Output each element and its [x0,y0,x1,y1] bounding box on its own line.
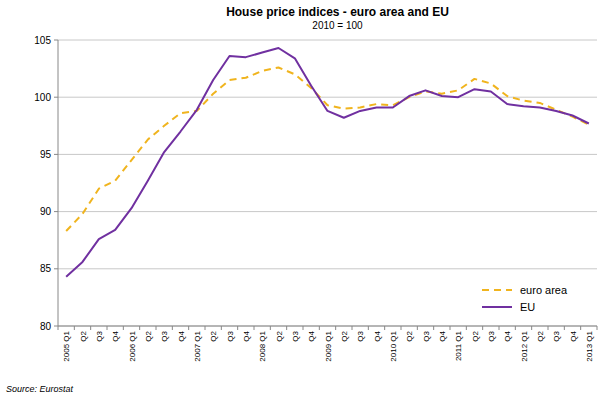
x-tick-label: Q4 [242,330,251,341]
x-tick-label: Q4 [438,330,447,341]
x-tick-label: Q2 [275,330,284,341]
x-tick [417,326,418,330]
x-tick [139,326,140,330]
x-tick-label: Q4 [373,330,382,341]
x-tick-label: 2013 Q1 [585,330,594,361]
x-tick-label: 2012 Q1 [520,330,529,361]
x-tick [499,326,500,330]
source: Source: Eurostat [6,384,74,394]
y-tick [54,268,58,269]
x-tick [107,326,108,330]
y-tick-label: 100 [34,92,51,103]
x-tick [515,326,516,330]
x-tick-label: Q4 [177,330,186,341]
title: House price indices - euro area and EU [226,5,449,19]
series-line [66,48,589,277]
x-tick [237,326,238,330]
x-tick-label: 2011 Q1 [454,330,463,361]
x-tick [205,326,206,330]
x-tick-label: Q3 [487,330,496,341]
x-tick-label: 2005 Q1 [62,330,71,361]
legend-label: EU [520,301,535,313]
chart-root: House price indices - euro area and EU20… [0,0,610,399]
x-tick [564,326,565,330]
x-tick [58,326,59,330]
grid-line [58,40,597,41]
y-tick-label: 80 [40,321,52,332]
x-tick-label: Q3 [552,330,561,341]
x-tick [482,326,483,330]
y-tick-label: 95 [40,149,52,160]
x-tick [303,326,304,330]
x-tick-label: Q2 [209,330,218,341]
x-tick-label: Q2 [340,330,349,341]
x-tick [90,326,91,330]
x-tick-label: Q4 [503,330,512,341]
x-tick [368,326,369,330]
y-tick [54,326,58,327]
subtitle: 2010 = 100 [312,20,363,31]
y-axis [58,40,59,326]
x-tick [270,326,271,330]
x-tick [352,326,353,330]
x-tick [466,326,467,330]
x-tick [172,326,173,330]
x-tick-label: 2006 Q1 [128,330,137,361]
series-line [66,67,589,231]
y-tick-label: 90 [40,206,52,217]
x-tick [123,326,124,330]
x-tick [548,326,549,330]
grid-line [58,268,597,269]
x-tick-label: Q3 [291,330,300,341]
x-tick [286,326,287,330]
x-tick-label: Q3 [356,330,365,341]
x-tick-end [597,326,598,330]
x-tick-label: Q3 [226,330,235,341]
x-tick [401,326,402,330]
x-tick [580,326,581,330]
x-tick [319,326,320,330]
y-tick-label: 105 [34,35,51,46]
x-tick-label: Q2 [405,330,414,341]
x-tick-label: 2009 Q1 [324,330,333,361]
x-tick [384,326,385,330]
x-axis [58,326,597,327]
x-tick [335,326,336,330]
x-tick [450,326,451,330]
x-tick-label: Q2 [471,330,480,341]
x-tick-label: Q4 [307,330,316,341]
y-tick [54,97,58,98]
x-tick [156,326,157,330]
grid-line [58,154,597,155]
y-tick [54,154,58,155]
y-tick-label: 85 [40,263,52,274]
x-tick-label: 2008 Q1 [258,330,267,361]
x-tick-label: Q4 [111,330,120,341]
x-tick [74,326,75,330]
legend-label: euro area [520,284,568,296]
legend-swatch [482,306,512,308]
x-tick-label: 2010 Q1 [389,330,398,361]
grid-line [58,326,597,327]
y-tick [54,211,58,212]
x-tick-label: 2007 Q1 [193,330,202,361]
x-tick-label: Q4 [569,330,578,341]
x-tick-label: Q2 [144,330,153,341]
x-tick [531,326,532,330]
x-tick-label: Q2 [536,330,545,341]
x-tick [221,326,222,330]
x-tick-label: Q3 [160,330,169,341]
x-tick-label: Q3 [422,330,431,341]
legend-swatch [482,289,512,291]
x-tick-label: Q2 [79,330,88,341]
x-tick [433,326,434,330]
y-tick [54,40,58,41]
x-tick [254,326,255,330]
grid-line [58,211,597,212]
plot-marks [66,48,589,277]
x-tick-label: Q3 [95,330,104,341]
x-tick [188,326,189,330]
chart-svg: House price indices - euro area and EU20… [0,0,610,399]
